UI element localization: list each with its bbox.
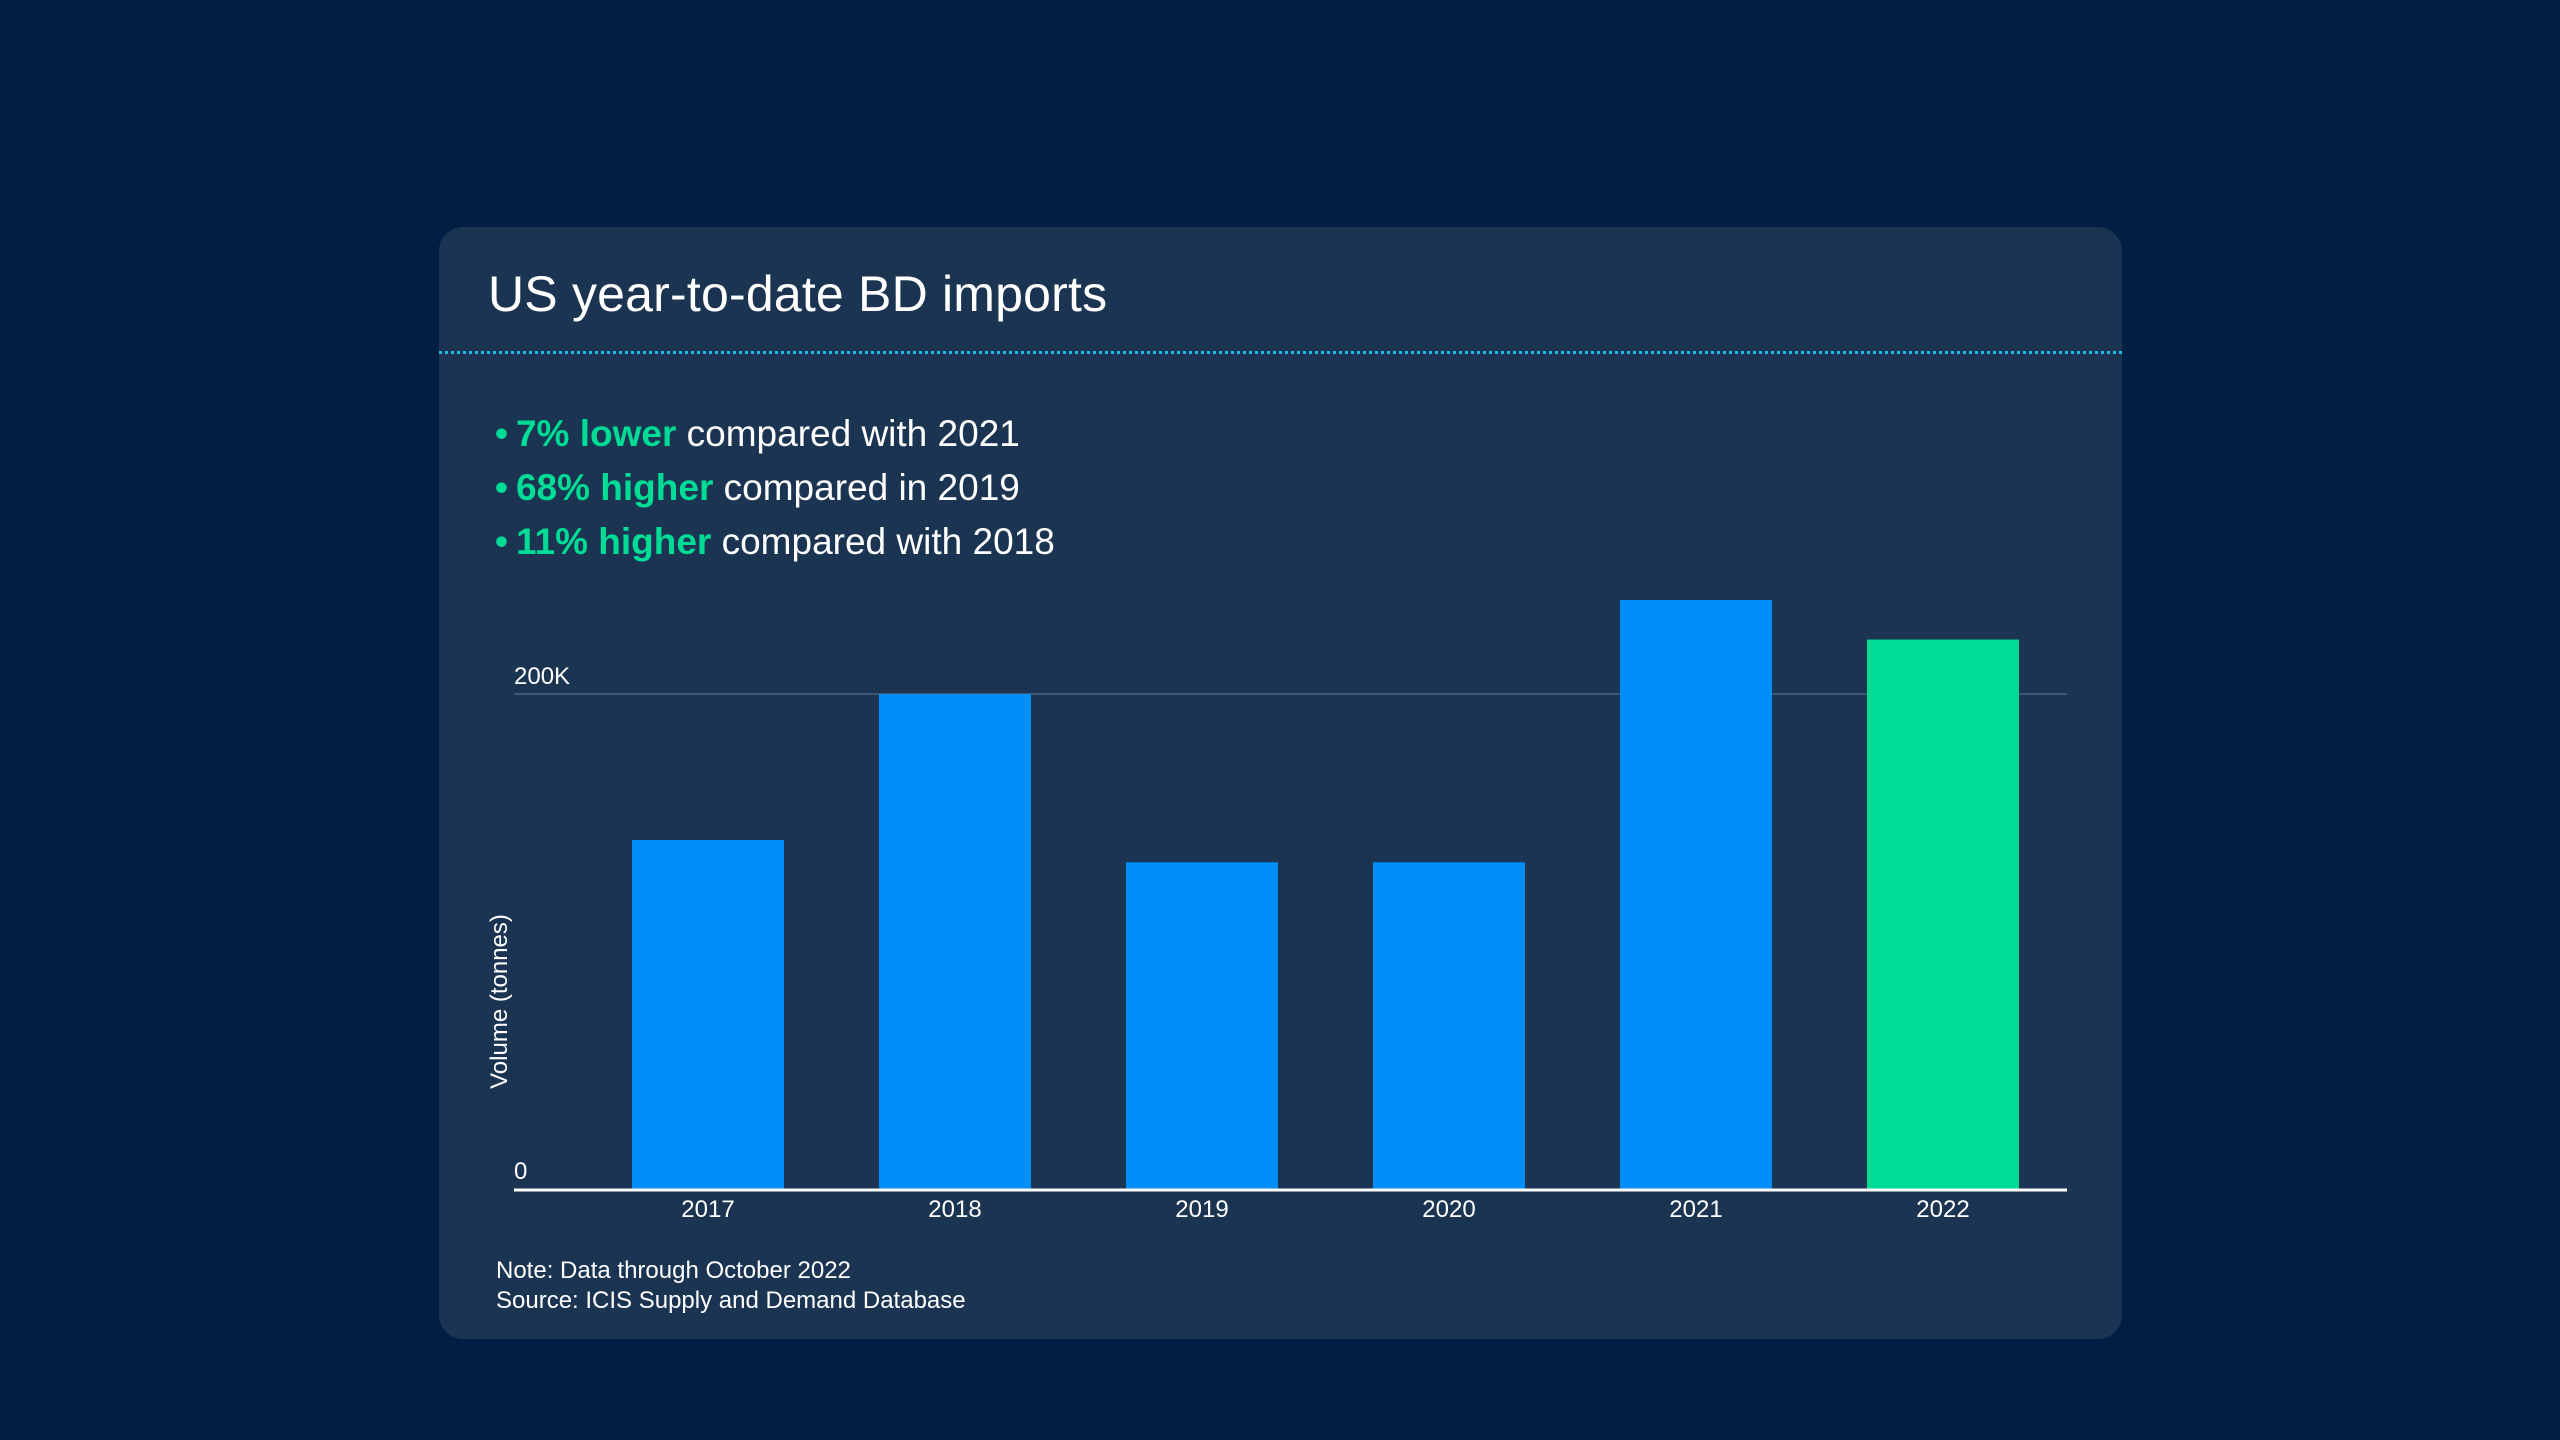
key-finding-item: • 7% lower compared with 2021 — [495, 407, 1055, 461]
bar-2019 — [1126, 862, 1278, 1189]
key-finding-text: compared with 2018 — [711, 521, 1055, 562]
bullet-icon: • — [495, 467, 508, 508]
bullet-icon: • — [495, 521, 508, 562]
chart-title: US year-to-date BD imports — [488, 266, 1108, 322]
key-finding-text: compared in 2019 — [713, 467, 1020, 508]
y-tick-label: 200K — [514, 663, 570, 690]
key-findings-list: • 7% lower compared with 2021 • 68% higher… — [495, 407, 1055, 569]
key-finding-text: compared with 2021 — [676, 413, 1020, 454]
key-finding-highlight: 68% higher — [515, 467, 714, 508]
x-tick-label: 2020 — [1422, 1196, 1475, 1223]
y-tick-label: 0 — [514, 1158, 527, 1185]
title-separator — [439, 351, 2122, 354]
chart-note: Note: Data through October 2022 — [496, 1257, 851, 1284]
key-finding-item: • 11% higher compared with 2018 — [495, 515, 1055, 569]
key-finding-highlight: 7% lower — [515, 413, 677, 454]
bar-2018 — [879, 694, 1031, 1189]
x-tick-label: 2022 — [1916, 1196, 1969, 1223]
x-tick-label: 2021 — [1669, 1196, 1722, 1223]
key-finding-item: • 68% higher compared in 2019 — [495, 461, 1055, 515]
bar-2017 — [632, 840, 784, 1189]
x-tick-label: 2018 — [928, 1196, 981, 1223]
x-tick-label: 2019 — [1175, 1196, 1228, 1223]
bar-2021 — [1620, 599, 1772, 1189]
x-tick-label: 2017 — [681, 1196, 734, 1223]
bar-chart: 0 200K 2017 2018 2019 2020 2021 2022 Volume (ton… — [486, 599, 2067, 1223]
bar-2022 — [1867, 639, 2019, 1189]
key-finding-highlight: 11% higher — [515, 521, 712, 562]
chart-source: Source: ICIS Supply and Demand Database — [496, 1287, 966, 1314]
bullet-icon: • — [495, 413, 508, 454]
y-axis-label: Volume (tonnes) — [486, 914, 513, 1089]
chart-card: US year-to-date BD imports • 7% lower com… — [439, 227, 2122, 1339]
bar-2020 — [1373, 862, 1525, 1189]
